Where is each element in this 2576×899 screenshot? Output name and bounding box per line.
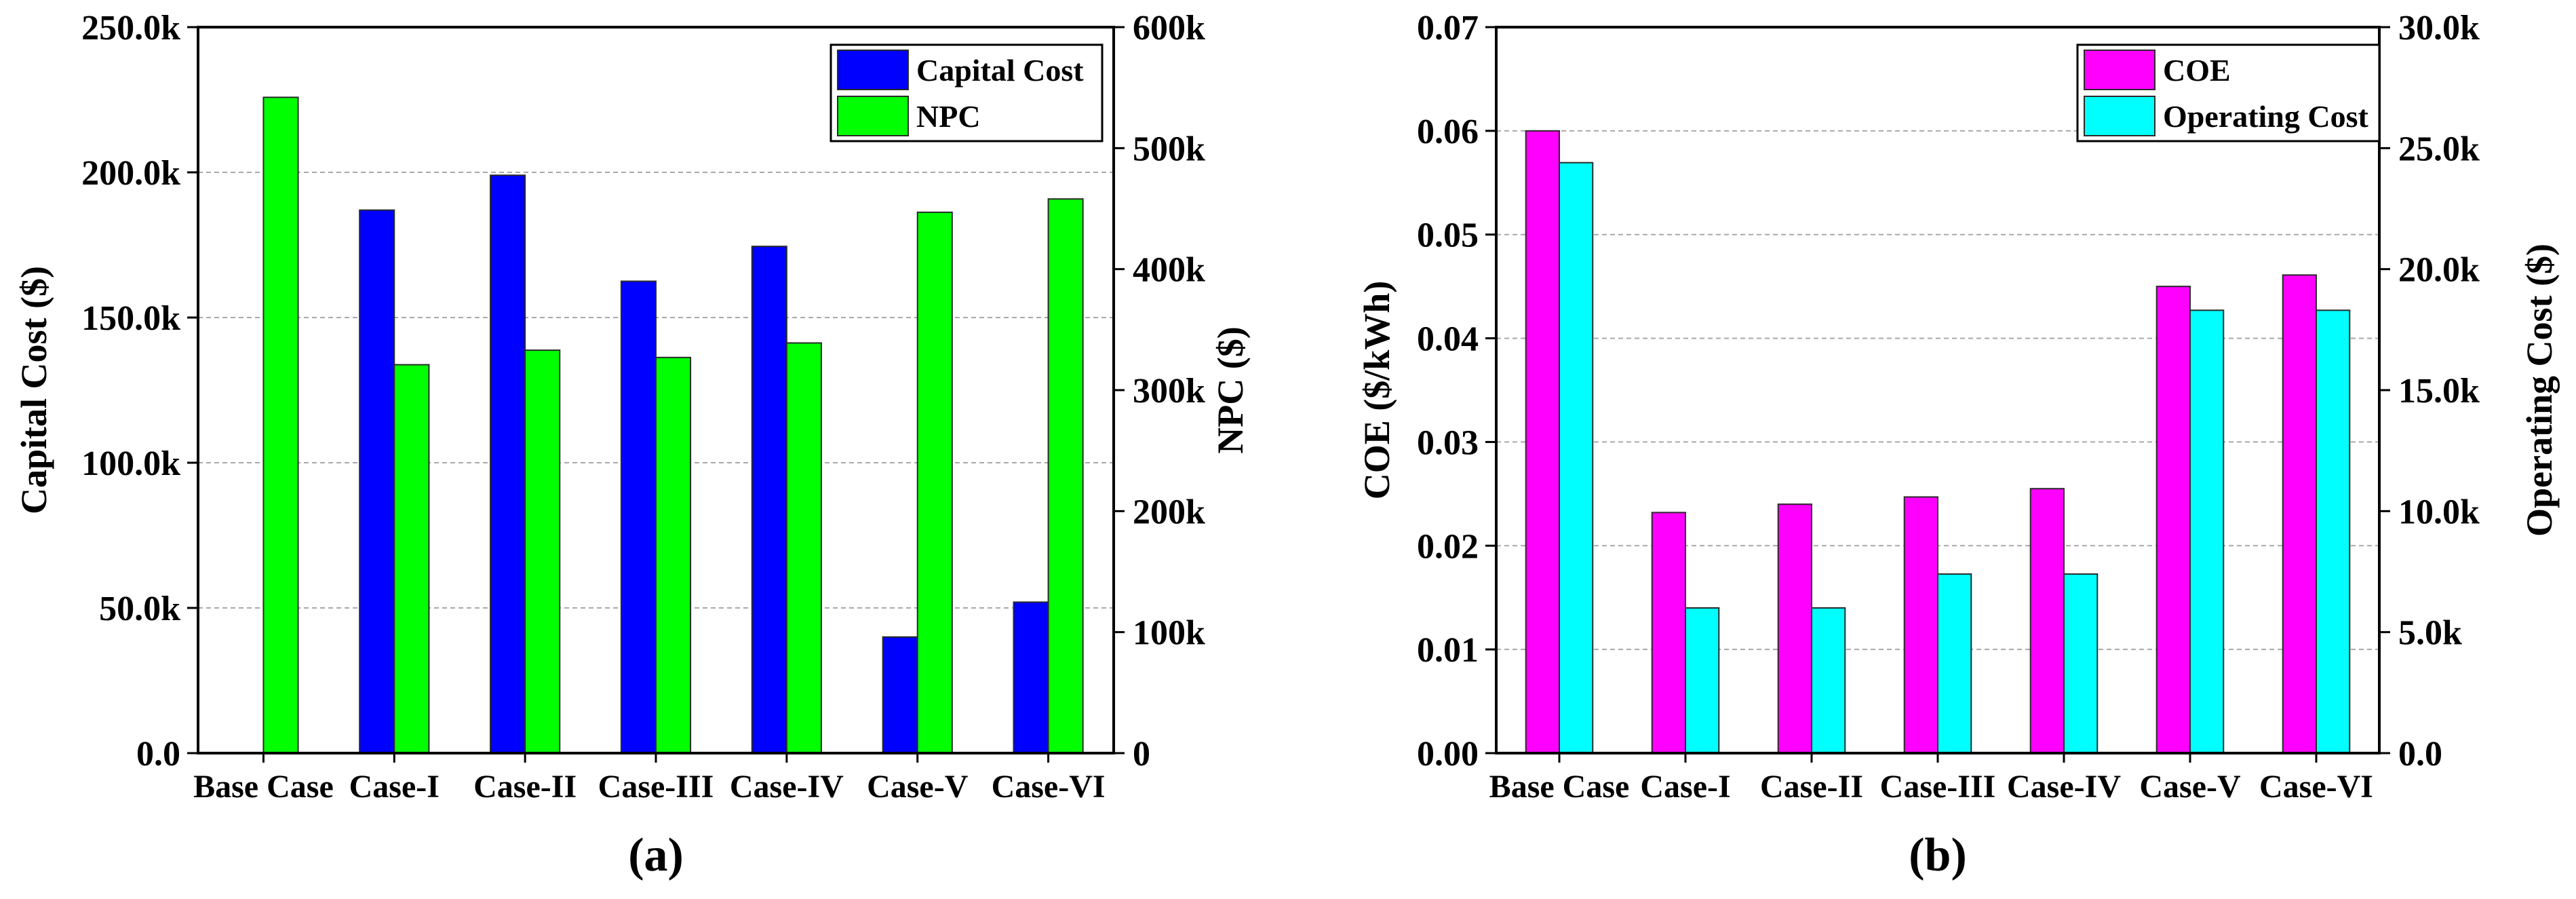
y-tick-label-left: 0.00 — [1417, 735, 1479, 773]
x-tick-label: Case-V — [2139, 769, 2241, 805]
bar-operating-cost — [1685, 607, 1720, 754]
y-tick-label-left: 0.04 — [1417, 320, 1479, 359]
bar-operating-cost — [2063, 573, 2099, 754]
y-tick-label-right: 30.0k — [2398, 9, 2480, 47]
y-axis-title-left: Capital Cost ($) — [14, 266, 54, 514]
bar-capital-cost — [882, 636, 918, 754]
y-tick-label-left: 0.06 — [1417, 113, 1479, 151]
panel-label: (b) — [1909, 829, 1967, 881]
bar-capital-cost — [1013, 601, 1049, 754]
y-tick-label-right: 0.0 — [2398, 735, 2442, 773]
y-axis-title-right: Operating Cost ($) — [2519, 244, 2560, 537]
bar-operating-cost — [2316, 309, 2351, 754]
bar-npc — [655, 356, 692, 754]
x-tick-label: Case-IV — [2007, 769, 2121, 805]
bar-operating-cost — [1937, 573, 1972, 754]
legend-label: Operating Cost — [2163, 99, 2369, 134]
bar-npc — [393, 364, 430, 754]
bar-capital-cost — [751, 246, 787, 754]
chart-b: Base Case Case-I Case-II Case-III Case-IV Cas… — [1357, 9, 2560, 881]
bar-capital-cost — [620, 280, 657, 754]
y-tick-label-left: 200.0k — [81, 154, 180, 193]
legend-label: Capital Cost — [916, 53, 1084, 88]
bar-npc — [524, 349, 561, 754]
legend-label: COE — [2163, 53, 2231, 88]
x-tick-label: Case-I — [349, 769, 440, 805]
bar-coe — [2155, 286, 2191, 754]
chart-a: Base Case Case-I Case-II Case-III Case-IV Cas… — [14, 9, 1251, 881]
y-tick-label-right: 25.0k — [2398, 130, 2480, 168]
y-tick-label-right: 400k — [1133, 251, 1205, 290]
bar-operating-cost — [1811, 607, 1846, 754]
y-tick-label-left: 150.0k — [81, 299, 180, 338]
bar-coe — [1903, 496, 1938, 754]
y-axis-title-left: COE ($/kWh) — [1357, 281, 1397, 500]
y-tick-label-left: 0.05 — [1417, 216, 1479, 255]
x-tick-label: Base Case — [193, 769, 334, 805]
y-tick-label-right: 0 — [1133, 735, 1150, 773]
legend-swatch — [837, 96, 909, 136]
y-axis-title-right: NPC ($) — [1210, 326, 1251, 453]
x-tick-label: Case-VI — [2259, 769, 2373, 805]
y-tick-label-left: 250.0k — [81, 9, 180, 47]
x-tick-label: Case-V — [867, 769, 969, 805]
y-tick-label-left: 0.07 — [1417, 9, 1479, 47]
legend-swatch — [2084, 50, 2155, 90]
x-tick-label: Case-VI — [992, 769, 1106, 805]
x-tick-label: Case-II — [1760, 769, 1863, 805]
y-tick-label-right: 600k — [1133, 9, 1205, 47]
legend-swatch — [2084, 96, 2155, 136]
legend-swatch — [837, 50, 909, 90]
y-tick-label-left: 0.01 — [1417, 631, 1479, 670]
bar-capital-cost — [490, 174, 526, 754]
bar-npc — [1047, 198, 1084, 754]
bar-coe — [2029, 488, 2065, 754]
bar-coe — [1777, 503, 1812, 754]
y-tick-label-left: 0.0 — [136, 735, 180, 773]
y-tick-label-right: 15.0k — [2398, 372, 2480, 410]
bar-coe — [1525, 130, 1560, 754]
y-tick-label-right: 5.0k — [2398, 614, 2462, 653]
x-tick-label: Case-I — [1640, 769, 1730, 805]
y-tick-label-right: 20.0k — [2398, 251, 2480, 290]
x-tick-label: Case-III — [598, 769, 714, 805]
x-tick-label: Case-IV — [730, 769, 844, 805]
y-tick-label-left: 50.0k — [99, 590, 180, 628]
bar-operating-cost — [1559, 161, 1594, 754]
y-tick-label-right: 300k — [1133, 372, 1205, 410]
y-tick-label-left: 100.0k — [81, 444, 180, 483]
x-tick-label: Case-II — [473, 769, 577, 805]
y-tick-label-left: 0.02 — [1417, 527, 1479, 566]
bar-npc — [916, 211, 953, 754]
y-tick-label-left: 0.03 — [1417, 423, 1479, 462]
bar-coe — [1651, 512, 1686, 754]
x-tick-label: Case-III — [1880, 769, 1996, 805]
legend-label: NPC — [916, 99, 981, 134]
bar-capital-cost — [359, 209, 395, 754]
bar-coe — [2282, 274, 2317, 754]
y-tick-label-right: 10.0k — [2398, 493, 2480, 531]
bar-operating-cost — [2189, 309, 2225, 754]
bar-npc — [785, 342, 822, 754]
y-tick-label-right: 200k — [1133, 493, 1205, 531]
x-tick-label: Base Case — [1489, 769, 1630, 805]
y-tick-label-right: 100k — [1133, 614, 1205, 653]
y-tick-label-right: 500k — [1133, 130, 1205, 168]
panel-label: (a) — [628, 829, 684, 881]
bar-npc — [262, 96, 299, 754]
